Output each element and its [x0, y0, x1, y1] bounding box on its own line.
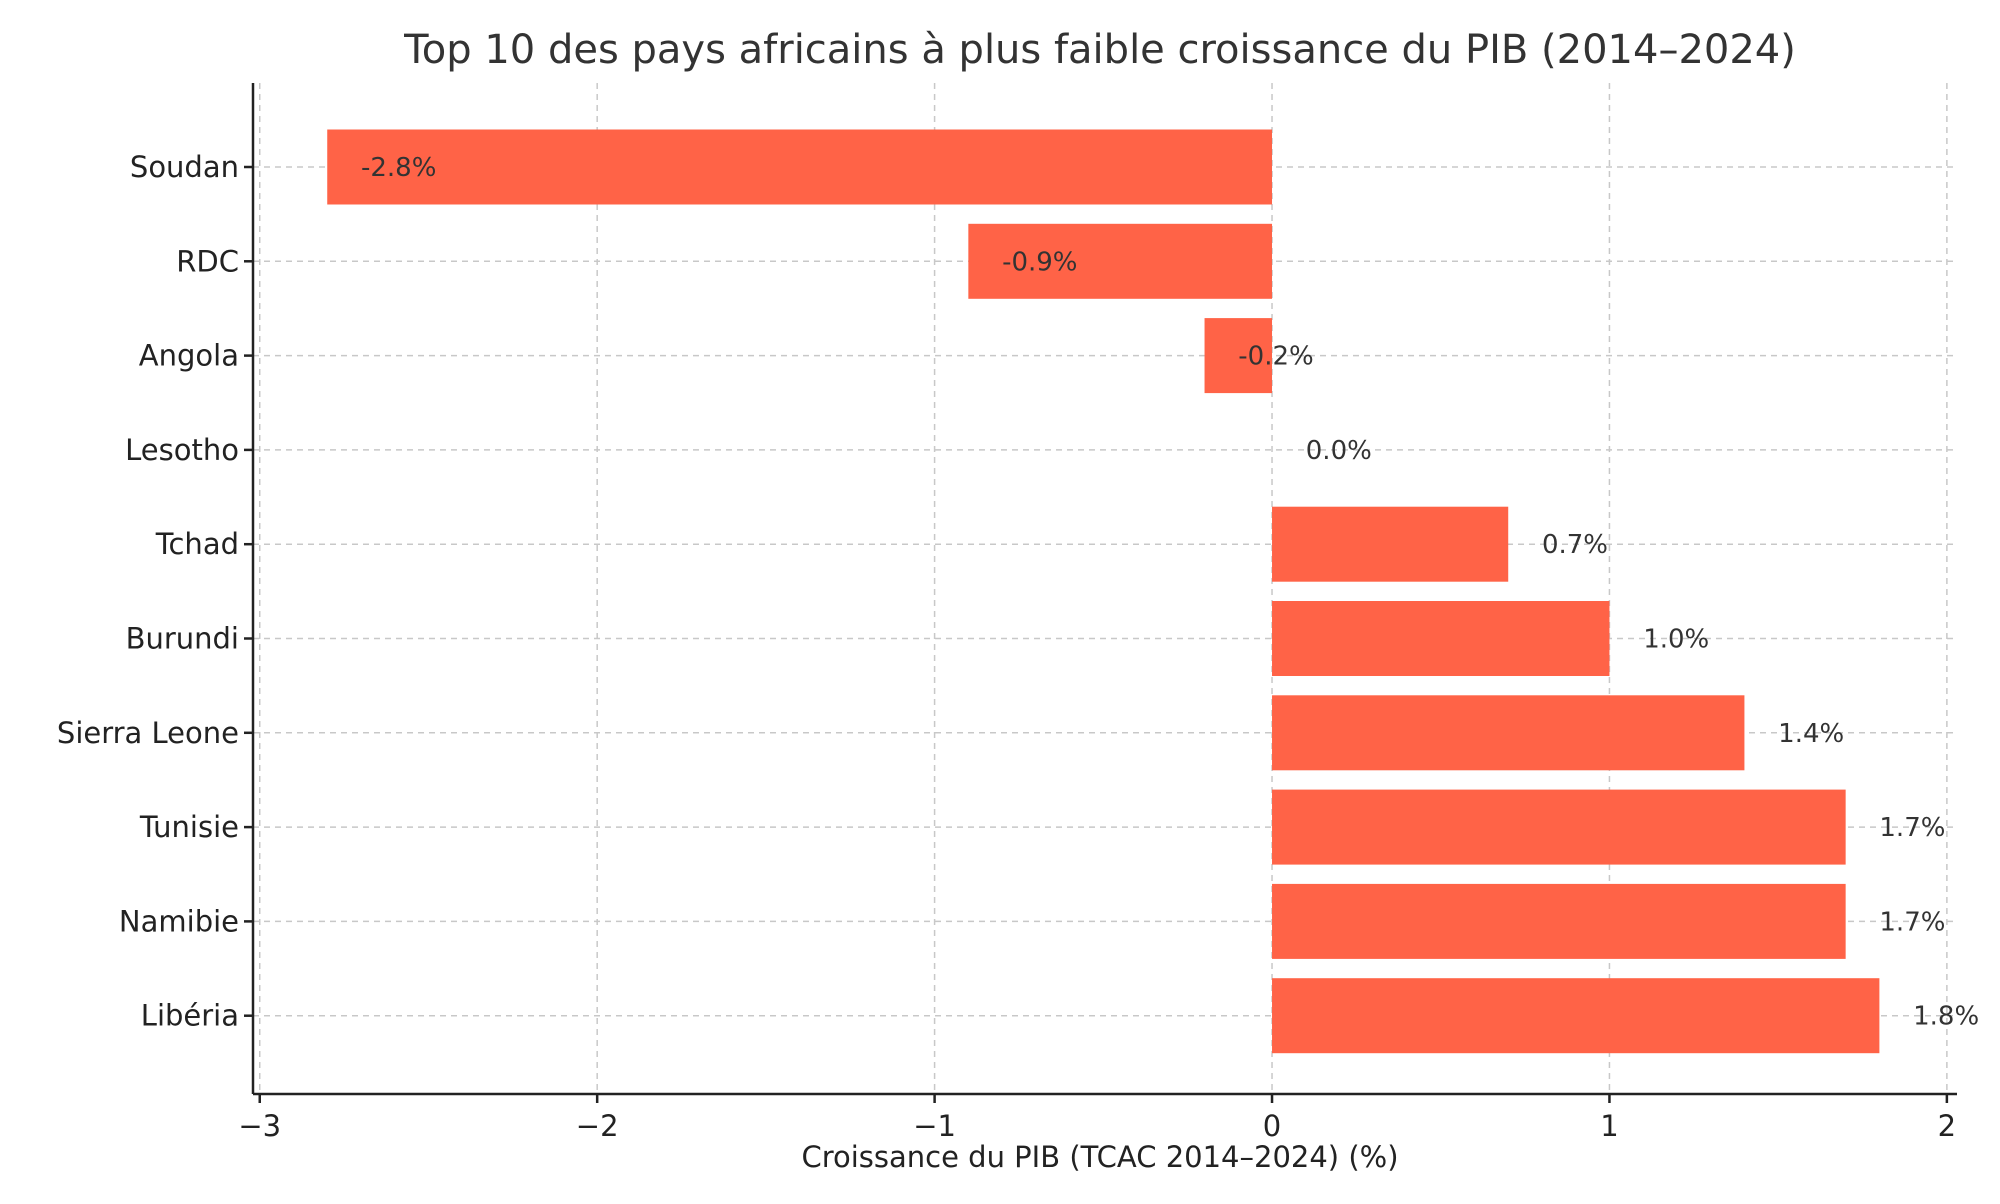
category-label: Burundi — [126, 622, 239, 656]
x-tick-label: 0 — [1263, 1109, 1281, 1143]
bar — [1272, 978, 1880, 1054]
category-label: Tunisie — [139, 810, 239, 844]
label-layer: -2.8% -0.9% -0.2% 0.0% 0.7% 1.0% 1.4% 1.7% 1.7% 1… — [361, 153, 1979, 1032]
data-label: -2.8% — [361, 153, 436, 183]
category-label: Angola — [139, 339, 239, 373]
category-label: Namibie — [119, 904, 239, 938]
data-label: 1.0% — [1643, 625, 1709, 655]
bar — [1272, 789, 1846, 865]
bar — [1272, 695, 1745, 771]
category-label: Sierra Leone — [57, 716, 239, 750]
data-label: 1.7% — [1879, 907, 1945, 937]
category-label: Tchad — [155, 527, 239, 561]
x-tick-label: 2 — [1938, 1109, 1956, 1143]
bar — [1272, 883, 1846, 959]
axis-layer: −3 −2 −1 0 1 2 Soudan RDC Angola Lesotho Tchad Buru… — [57, 83, 1957, 1143]
bar — [1204, 318, 1273, 394]
x-tick-label: −1 — [913, 1109, 956, 1143]
data-label: 1.4% — [1778, 719, 1844, 749]
x-tick-label: 1 — [1600, 1109, 1618, 1143]
data-label: -0.2% — [1238, 342, 1313, 372]
bar — [968, 223, 1273, 299]
category-label: Soudan — [130, 150, 239, 184]
category-label: Libéria — [141, 999, 239, 1033]
bar-layer — [327, 129, 1880, 1054]
bar — [327, 129, 1273, 205]
data-label: 1.7% — [1879, 813, 1945, 843]
category-label: Lesotho — [125, 433, 239, 467]
data-label: 1.8% — [1913, 1002, 1979, 1032]
x-tick-label: −2 — [576, 1109, 619, 1143]
category-label: RDC — [176, 244, 239, 278]
bar — [1272, 601, 1610, 676]
x-axis-title: Croissance du PIB (TCAC 2014–2024) (%) — [801, 1140, 1398, 1174]
data-label: 0.7% — [1542, 530, 1608, 560]
chart-title: Top 10 des pays africains à plus faible … — [403, 27, 1796, 73]
bar — [1272, 506, 1509, 582]
data-label: -0.9% — [1002, 247, 1077, 277]
data-label: 0.0% — [1306, 436, 1372, 466]
x-tick-label: −3 — [238, 1109, 281, 1143]
